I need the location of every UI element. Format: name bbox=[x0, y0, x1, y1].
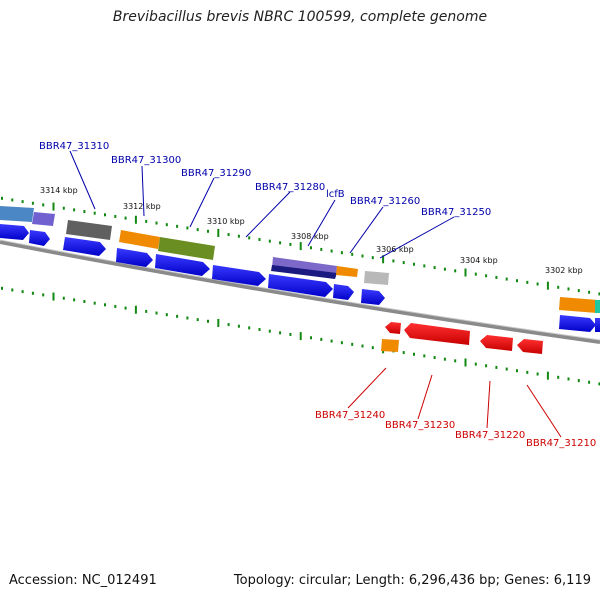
scale-ticks-inner bbox=[1, 286, 600, 386]
genome-backbone-highlight bbox=[0, 239, 600, 341]
cds-reverse bbox=[381, 322, 543, 354]
leader-line bbox=[379, 216, 455, 259]
leader-line bbox=[347, 367, 387, 409]
accession-label: Accession: NC_012491 bbox=[9, 573, 157, 588]
cds-arrow bbox=[404, 323, 470, 345]
feature-block bbox=[32, 212, 55, 226]
leader-line bbox=[307, 199, 336, 247]
gene-label: lcfB bbox=[326, 189, 345, 200]
cds-arrow bbox=[333, 284, 354, 300]
feature-block bbox=[559, 297, 598, 313]
feature-block bbox=[0, 206, 34, 222]
cds-arrow bbox=[517, 339, 543, 354]
cds-arrow bbox=[361, 289, 385, 305]
leader-line bbox=[349, 206, 384, 254]
scale-label: 3310 kbp bbox=[207, 217, 245, 226]
cds-arrow bbox=[595, 318, 600, 332]
feature-blocks-forward bbox=[0, 206, 600, 313]
gene-label: BBR47_31220 bbox=[455, 430, 525, 441]
genome-summary-label: Topology: circular; Length: 6,296,436 bp… bbox=[233, 573, 591, 588]
cds-arrow bbox=[155, 254, 210, 276]
cds-arrow bbox=[268, 274, 333, 297]
feature-block bbox=[336, 266, 358, 277]
gene-label: BBR47_31300 bbox=[111, 155, 181, 166]
cds-arrow bbox=[0, 224, 29, 240]
leader-line bbox=[189, 177, 215, 228]
leader-line bbox=[526, 384, 562, 438]
scale-label: 3308 kbp bbox=[291, 232, 329, 241]
gene-label: BBR47_31310 bbox=[39, 141, 109, 152]
feature-block bbox=[66, 220, 112, 240]
cds-arrow bbox=[116, 248, 153, 267]
cds-arrow bbox=[385, 322, 401, 334]
feature-block bbox=[119, 230, 160, 249]
feature-block bbox=[595, 300, 600, 313]
scale-label: 3314 kbp bbox=[40, 186, 78, 195]
scale-label: 3304 kbp bbox=[460, 256, 498, 265]
leader-line bbox=[486, 380, 491, 429]
leader-line bbox=[141, 165, 145, 217]
gene-label: BBR47_31230 bbox=[385, 420, 455, 431]
gene-label: BBR47_31250 bbox=[421, 207, 491, 218]
forward-gene-labels: BBR47_31310 BBR47_31300 BBR47_31290 BBR4… bbox=[39, 141, 491, 218]
cds-arrow bbox=[212, 265, 266, 286]
leader-line bbox=[245, 191, 291, 238]
reverse-gene-labels: BBR47_31240 BBR47_31230 BBR47_31220 BBR4… bbox=[315, 410, 596, 449]
cds-forward bbox=[0, 224, 600, 332]
gene-label: BBR47_31260 bbox=[350, 196, 420, 207]
gene-label: BBR47_31210 bbox=[526, 438, 596, 449]
scale-label: 3302 kbp bbox=[545, 266, 583, 275]
cds-arrow bbox=[29, 230, 50, 246]
genome-backbone bbox=[0, 240, 600, 344]
cds-arrow bbox=[559, 315, 596, 332]
feature-block bbox=[364, 271, 389, 285]
forward-leader-lines bbox=[69, 150, 455, 259]
leader-line bbox=[417, 374, 433, 420]
feature-block bbox=[381, 339, 399, 352]
leader-line bbox=[69, 150, 96, 210]
scale-ticks-outer bbox=[1, 196, 600, 296]
gene-label: BBR47_31290 bbox=[181, 168, 251, 179]
figure-title: Brevibacillus brevis NBRC 100599, comple… bbox=[112, 9, 488, 25]
cds-arrow bbox=[480, 335, 513, 351]
gene-label: BBR47_31280 bbox=[255, 182, 325, 193]
scale-label: 3312 kbp bbox=[123, 202, 161, 211]
feature-block bbox=[271, 265, 337, 279]
feature-block bbox=[158, 237, 215, 260]
cds-arrow bbox=[63, 237, 106, 256]
reverse-leader-lines bbox=[347, 367, 562, 438]
gene-label: BBR47_31240 bbox=[315, 410, 385, 421]
